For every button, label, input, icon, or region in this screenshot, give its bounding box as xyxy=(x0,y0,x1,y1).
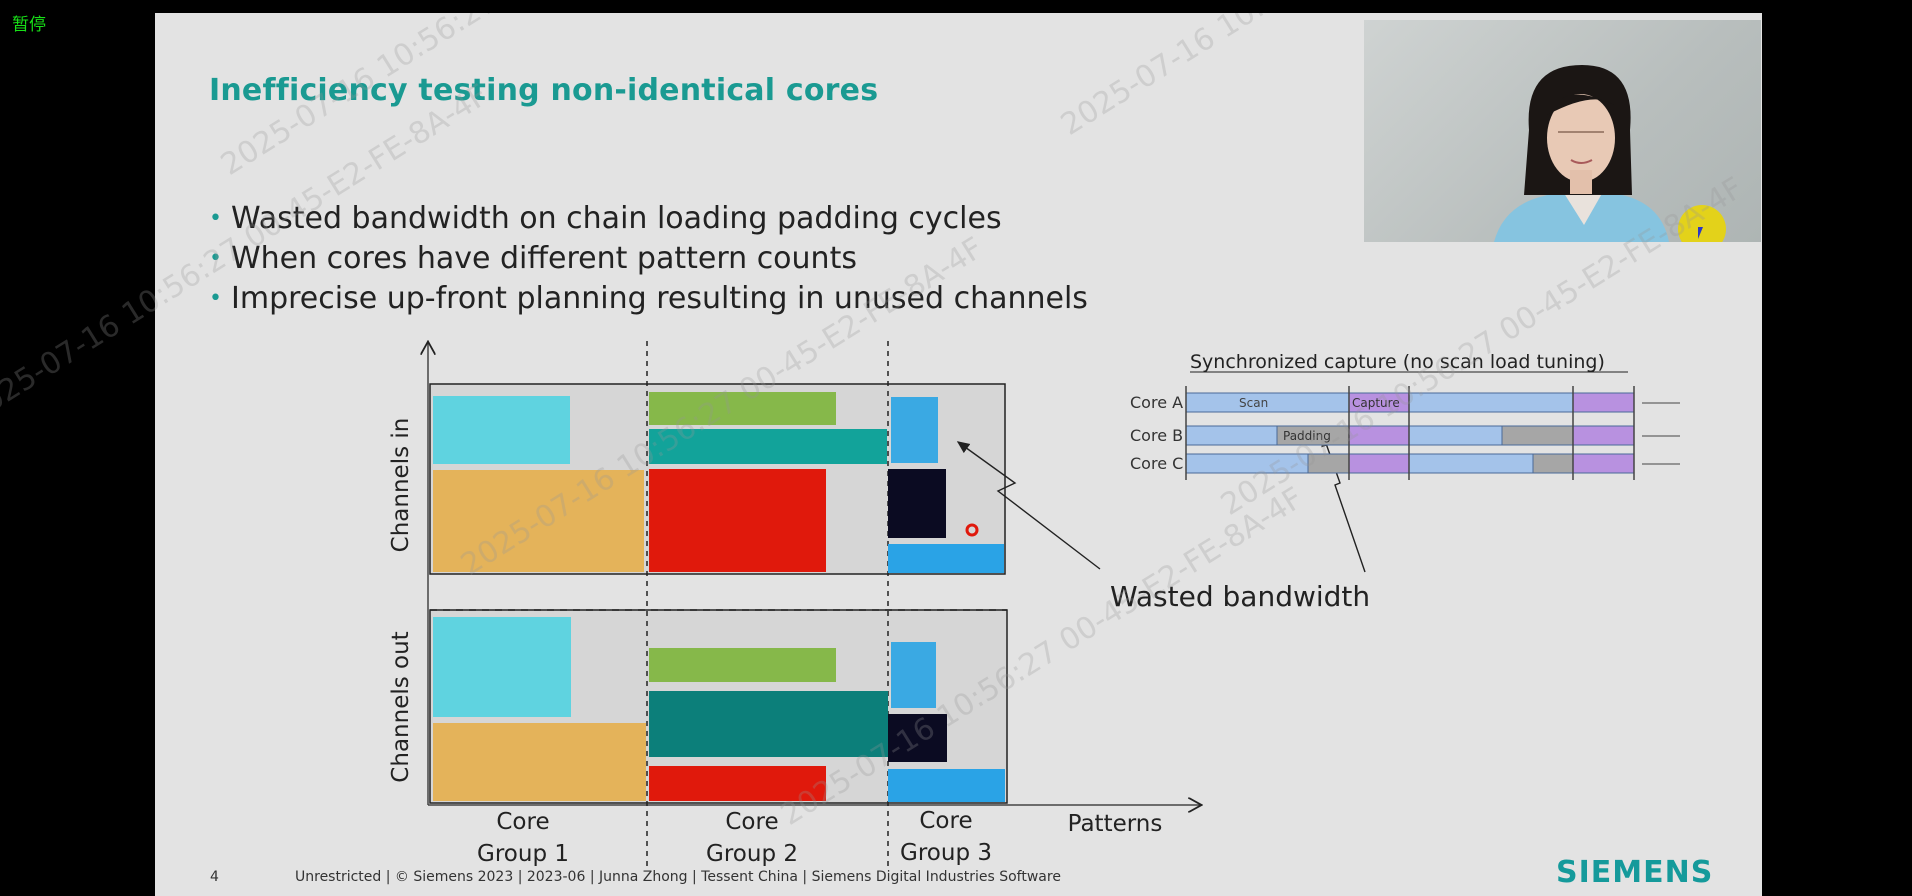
bullet-item: • Wasted bandwidth on chain loading paddi… xyxy=(209,201,1002,236)
mouse-cursor-icon xyxy=(1698,227,1703,239)
bullet-item: • Imprecise up-front planning resulting i… xyxy=(209,281,1088,316)
bar-g3-in-navy xyxy=(888,469,946,538)
bar-g2-in-teal xyxy=(649,429,887,464)
bar-g1-out-cyan xyxy=(433,617,571,717)
bar-g2-out-green xyxy=(649,648,836,682)
bar-g3-in-blue xyxy=(891,397,938,463)
slide-title: Inefficiency testing non-identical cores xyxy=(209,73,879,108)
capture-label: Capture xyxy=(1352,396,1400,410)
presenter-video xyxy=(1364,20,1761,242)
scan-label: Scan xyxy=(1239,396,1268,410)
padding-label: Padding xyxy=(1283,429,1331,443)
presenter-figure xyxy=(1494,65,1669,242)
bar-g3-out-blue xyxy=(891,642,936,708)
footer-text: Unrestricted | © Siemens 2023 | 2023-06 … xyxy=(295,869,1061,885)
group-3-line2: Group 3 xyxy=(900,840,992,866)
sync-capture-timeline: Synchronized capture (no scan load tunin… xyxy=(1130,351,1680,480)
bar-g1-in-orange xyxy=(433,470,644,572)
group-2-line2: Group 2 xyxy=(706,841,798,867)
bar-g1-out-orange xyxy=(433,723,646,801)
bar-g1-in-cyan xyxy=(433,396,570,464)
bullet-list: • Wasted bandwidth on chain loading paddi… xyxy=(209,199,1088,319)
bar-g2-out-red xyxy=(649,766,826,801)
wasted-callout-line xyxy=(956,441,1101,570)
row-label-core-c: Core C xyxy=(1130,454,1183,473)
bar-g3-in-blue2 xyxy=(888,544,1004,573)
bar-g2-in-green xyxy=(649,392,836,425)
group-1-line1: Core xyxy=(496,809,549,835)
bar-g2-out-teal xyxy=(649,691,888,757)
group-2-line1: Core xyxy=(725,809,778,835)
slide: Inefficiency testing non-identical cores… xyxy=(155,13,1762,896)
bullet-item: • When cores have different pattern count… xyxy=(209,241,857,276)
group-3-line1: Core xyxy=(919,808,972,834)
group-1-line2: Group 1 xyxy=(477,841,569,867)
wasted-bandwidth-label: Wasted bandwidth xyxy=(1110,580,1370,613)
bandwidth-diagram: Channels in Channels out Patterns Core G… xyxy=(388,323,1370,868)
row-label-core-a: Core A xyxy=(1130,393,1183,412)
y-label-in: Channels in xyxy=(388,418,414,553)
bar-g3-out-navy xyxy=(888,714,947,762)
bar-g2-in-red xyxy=(649,469,826,572)
pointer-dot xyxy=(965,523,979,537)
timeline-title: Synchronized capture (no scan load tunin… xyxy=(1190,351,1605,373)
bar-g3-out-blue2 xyxy=(888,769,1005,802)
y-label-out: Channels out xyxy=(388,631,414,782)
pause-indicator: 暂停 xyxy=(12,15,46,35)
page-number: 4 xyxy=(210,869,219,885)
siemens-logo: SIEMENS xyxy=(1556,855,1714,890)
x-label: Patterns xyxy=(1068,811,1163,837)
row-label-core-b: Core B xyxy=(1130,426,1183,445)
